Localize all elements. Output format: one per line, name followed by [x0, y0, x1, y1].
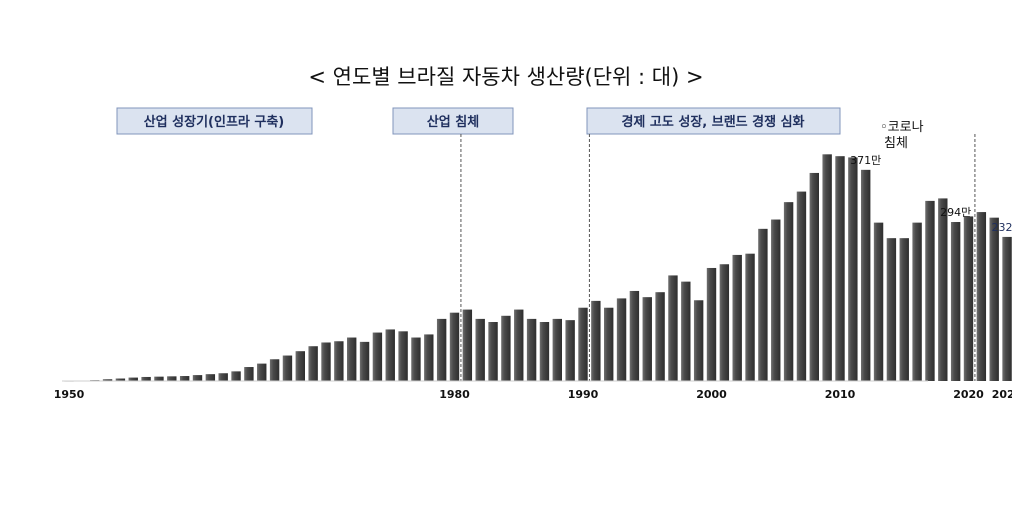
bar-1962 — [218, 373, 228, 381]
bar-2004 — [758, 228, 768, 381]
bar-1989 — [565, 320, 575, 381]
period-boxes: 산업 성장기(인프라 구축) 산업 침체 경제 고도 성장, 브랜드 경쟁 심화 — [116, 107, 841, 135]
bar-1960 — [192, 375, 203, 381]
bar-1971 — [334, 341, 344, 381]
tick-label-1950: 1950 — [54, 388, 85, 401]
data-label-2023: 232만 — [991, 221, 1012, 234]
bar-1975 — [385, 329, 395, 381]
bar-1956 — [141, 376, 151, 381]
bar-1976 — [398, 331, 408, 381]
data-label-2019: 294만 — [940, 206, 971, 219]
covid-note: ◦코로나 침체 — [880, 120, 924, 151]
bar-1981 — [462, 309, 473, 381]
bar-1961 — [205, 374, 216, 381]
bar-1963 — [231, 371, 241, 381]
bar-2011 — [848, 157, 858, 381]
bar-1992 — [604, 307, 614, 381]
period-dividers — [460, 134, 976, 381]
bar-series — [64, 154, 1012, 382]
bar-2014 — [886, 238, 897, 381]
bar-1955 — [128, 377, 138, 381]
bar-1968 — [295, 351, 305, 381]
bar-2023 — [1002, 236, 1012, 381]
covid-note-line-2: 침체 — [884, 136, 908, 151]
bar-2020 — [963, 216, 974, 381]
bar-2013 — [873, 222, 884, 381]
bar-1958 — [167, 376, 177, 381]
bar-1997 — [668, 275, 678, 381]
bar-1967 — [282, 355, 293, 381]
bar-1979 — [436, 318, 447, 381]
bar-1982 — [475, 318, 485, 381]
covid-note-line-1: ◦코로나 — [880, 120, 924, 135]
data-label-2012: 371만 — [850, 154, 881, 167]
bar-2017 — [925, 200, 935, 381]
bar-2015 — [899, 238, 909, 381]
bar-1995 — [642, 297, 652, 381]
bar-2005 — [771, 219, 781, 381]
bar-1998 — [681, 281, 691, 381]
bar-1953 — [102, 379, 113, 381]
bar-2006 — [783, 202, 794, 381]
bar-2003 — [745, 253, 755, 381]
bar-2018 — [938, 198, 948, 381]
bar-1978 — [424, 334, 434, 381]
bar-2007 — [796, 191, 807, 381]
bar-1991 — [591, 300, 601, 381]
bar-1969 — [308, 346, 318, 381]
bar-1987 — [539, 322, 550, 381]
bar-2008 — [809, 172, 819, 381]
bar-1980 — [449, 312, 460, 381]
bar-1983 — [488, 322, 498, 381]
bar-2012 — [861, 169, 871, 381]
bar-1970 — [321, 342, 331, 381]
bar-1957 — [154, 376, 164, 381]
tick-label-2000: 2000 — [696, 388, 727, 401]
tick-label-2020: 2020 — [953, 388, 984, 401]
bar-2021 — [976, 212, 987, 381]
period-label-recession: 산업 침체 — [427, 114, 479, 130]
bar-1973 — [359, 341, 370, 381]
bar-1988 — [552, 318, 562, 381]
bar-1974 — [372, 332, 383, 381]
period-box-growth — [116, 107, 313, 135]
bar-2010 — [835, 156, 845, 381]
bar-1984 — [501, 315, 511, 381]
data-annotations: 371만 294만 232만 — [850, 154, 1012, 234]
bar-1972 — [347, 337, 357, 381]
bar-2016 — [912, 222, 922, 381]
period-box-recession — [392, 107, 514, 135]
bar-1954 — [115, 378, 126, 381]
period-label-growth: 산업 성장기(인프라 구축) — [144, 114, 285, 130]
bar-1964 — [244, 367, 254, 381]
period-label-high-growth: 경제 고도 성장, 브랜드 경쟁 심화 — [621, 114, 804, 130]
bar-2019 — [950, 222, 961, 381]
bar-2022 — [989, 217, 999, 381]
tick-label-2010: 2010 — [825, 388, 856, 401]
bar-1986 — [526, 318, 537, 381]
bar-1990 — [578, 307, 588, 381]
bar-1966 — [269, 359, 280, 381]
bar-2009 — [822, 154, 832, 381]
bar-2000 — [706, 267, 717, 381]
bar-1977 — [411, 337, 421, 381]
bar-1994 — [629, 290, 640, 381]
bar-1993 — [616, 298, 627, 381]
bar-1999 — [693, 300, 704, 381]
bar-1985 — [514, 309, 524, 381]
bar-1959 — [179, 376, 190, 381]
bar-2002 — [732, 254, 742, 381]
tick-label-1990: 1990 — [568, 388, 599, 401]
bar-1996 — [655, 292, 665, 381]
chart-title: < 연도별 브라질 자동차 생산량(단위 : 대) > — [308, 65, 703, 89]
tick-label-1980: 1980 — [439, 388, 470, 401]
bar-2001 — [719, 264, 730, 381]
period-box-high-growth — [586, 107, 841, 135]
bar-1965 — [257, 363, 267, 381]
